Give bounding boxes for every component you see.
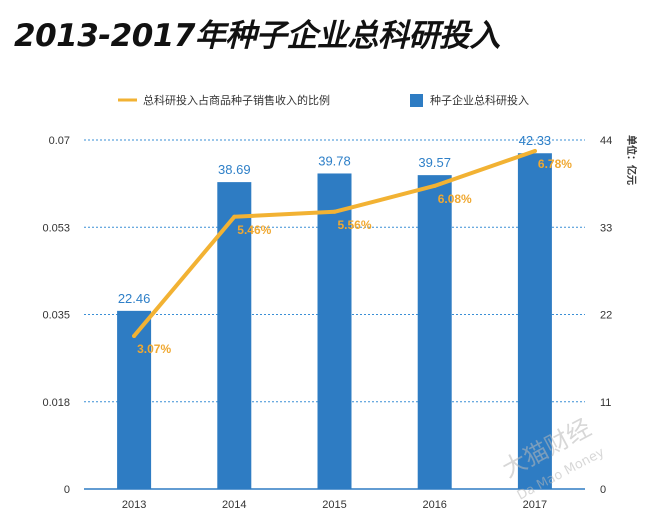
x-tick-label: 2013 xyxy=(122,499,146,511)
y-left-tick-label: 0.053 xyxy=(42,222,70,234)
chart-title: 2013-2017年种子企业总科研投入 xyxy=(14,18,500,54)
line-value-label: 6.08% xyxy=(438,192,472,206)
line-point xyxy=(532,148,537,153)
y-left-tick-label: 0.035 xyxy=(42,310,70,322)
bar xyxy=(517,153,552,489)
line-point xyxy=(432,183,437,188)
y-left-tick-label: 0.07 xyxy=(49,135,70,147)
y-right-tick-label: 22 xyxy=(600,310,612,322)
bar-value-label: 38.69 xyxy=(218,162,251,177)
y-left-tick-label: 0.018 xyxy=(42,397,70,409)
bar-value-label: 39.78 xyxy=(318,153,351,168)
y-right-tick-label: 44 xyxy=(600,135,612,147)
legend-bar-swatch xyxy=(410,94,423,107)
x-tick-label: 2017 xyxy=(523,499,547,511)
x-tick-label: 2015 xyxy=(322,499,346,511)
line-value-label: 5.56% xyxy=(338,218,372,232)
legend-line-label: 总科研投入占商品种子销售收入的比例 xyxy=(143,93,330,107)
y-right-tick-label: 33 xyxy=(600,222,612,234)
x-tick-label: 2014 xyxy=(222,499,246,511)
line-point xyxy=(332,209,337,214)
bar-value-label: 22.46 xyxy=(118,291,151,306)
line-value-label: 6.78% xyxy=(538,157,572,171)
legend-bar-label: 种子企业总科研投入 xyxy=(430,93,529,107)
bar xyxy=(117,310,152,489)
y-right-axis-label: 单位：亿元 xyxy=(625,135,638,185)
y-right-tick-label: 11 xyxy=(600,397,611,409)
bar xyxy=(317,173,352,489)
line-point xyxy=(132,333,137,338)
y-left-tick-label: 0 xyxy=(64,484,70,496)
x-tick-label: 2016 xyxy=(422,499,446,511)
line-value-label: 5.46% xyxy=(237,223,271,237)
bar-value-label: 42.33 xyxy=(519,133,552,148)
line-point xyxy=(232,214,237,219)
bar xyxy=(417,175,452,490)
y-right-tick-label: 0 xyxy=(600,484,606,496)
bar-value-label: 39.57 xyxy=(418,155,451,170)
line-value-label: 3.07% xyxy=(137,342,171,356)
